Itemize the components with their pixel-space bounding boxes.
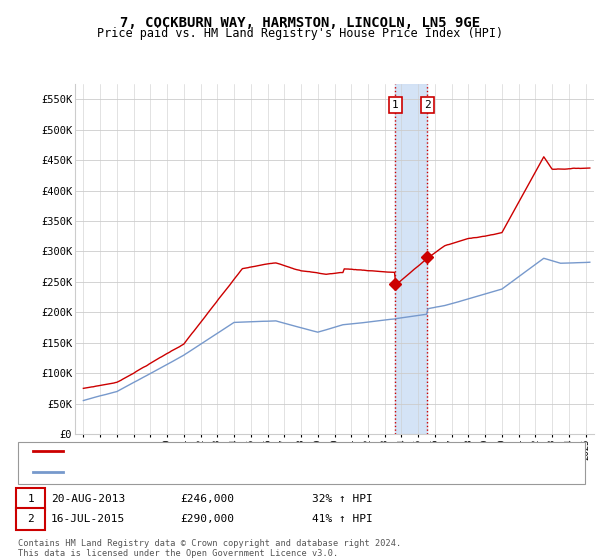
Text: 7, COCKBURN WAY, HARMSTON, LINCOLN, LN5 9GE (detached house): 7, COCKBURN WAY, HARMSTON, LINCOLN, LN5 … bbox=[67, 446, 442, 456]
Text: 16-JUL-2015: 16-JUL-2015 bbox=[51, 514, 125, 524]
Text: 32% ↑ HPI: 32% ↑ HPI bbox=[312, 494, 373, 504]
Text: £246,000: £246,000 bbox=[180, 494, 234, 504]
Text: 1: 1 bbox=[392, 100, 399, 110]
Text: 20-AUG-2013: 20-AUG-2013 bbox=[51, 494, 125, 504]
Text: £290,000: £290,000 bbox=[180, 514, 234, 524]
Text: Contains HM Land Registry data © Crown copyright and database right 2024.
This d: Contains HM Land Registry data © Crown c… bbox=[18, 539, 401, 558]
Bar bbox=[395, 84, 427, 434]
Text: 2: 2 bbox=[27, 514, 34, 524]
Text: 7, COCKBURN WAY, HARMSTON, LINCOLN, LN5 9GE: 7, COCKBURN WAY, HARMSTON, LINCOLN, LN5 … bbox=[120, 16, 480, 30]
Text: 1: 1 bbox=[27, 494, 34, 504]
Text: HPI: Average price, detached house, North Kesteven: HPI: Average price, detached house, Nort… bbox=[67, 466, 380, 477]
Text: 2: 2 bbox=[424, 100, 431, 110]
Text: 41% ↑ HPI: 41% ↑ HPI bbox=[312, 514, 373, 524]
Text: Price paid vs. HM Land Registry's House Price Index (HPI): Price paid vs. HM Land Registry's House … bbox=[97, 27, 503, 40]
